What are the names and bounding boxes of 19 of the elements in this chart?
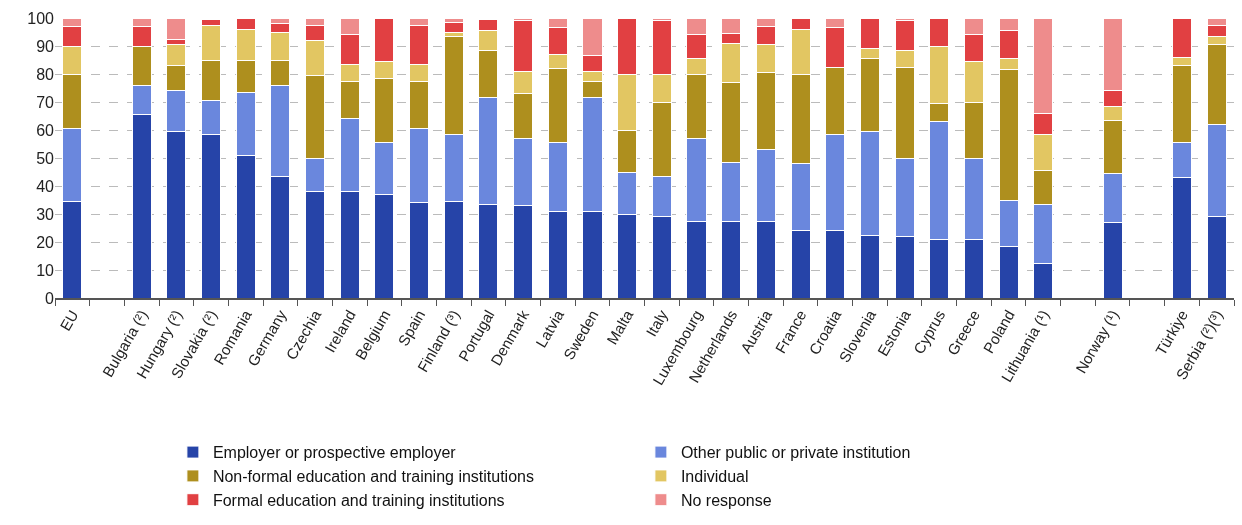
- y-tick-label: 100: [27, 9, 55, 27]
- legend-label: Formal education and training institutions: [212, 491, 505, 509]
- y-tick-label: 90: [36, 37, 55, 55]
- y-tick-label: 50: [36, 149, 55, 167]
- x-tick-label: EU: [56, 307, 82, 334]
- y-tick-label: 20: [36, 233, 55, 251]
- legend-label: Other public or private institution: [680, 444, 911, 462]
- legend-label: Non-formal education and training institutions: [212, 468, 534, 486]
- y-tick-label: 40: [36, 177, 55, 195]
- y-tick-label: 0: [45, 289, 55, 307]
- y-tick-label: 80: [36, 65, 55, 83]
- y-tick-label: 10: [36, 261, 55, 279]
- y-tick-label: 70: [36, 93, 55, 111]
- legend-label: No response: [680, 491, 772, 509]
- bar: [443, 21, 464, 33]
- legend-label: Individual: [680, 468, 749, 486]
- y-tick-label: 60: [36, 121, 55, 139]
- legend-label: Employer or prospective employer: [212, 444, 457, 462]
- y-tick-label: 30: [36, 205, 55, 223]
